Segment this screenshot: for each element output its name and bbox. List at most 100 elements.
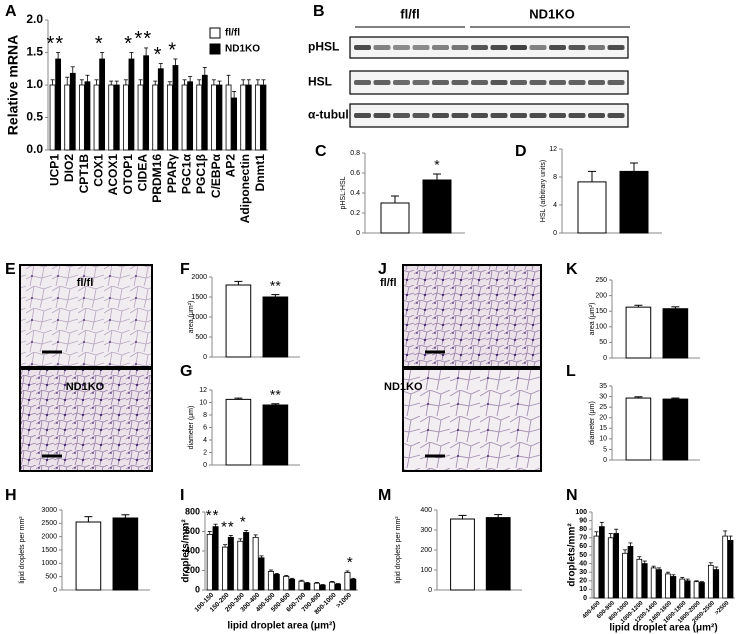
y-tick-label: 15 <box>599 425 607 432</box>
y-tick-label: 800 <box>185 506 200 516</box>
blot-band <box>471 80 488 85</box>
blot-band <box>568 45 586 50</box>
bar <box>254 84 261 151</box>
y-tick-label: 1.5 <box>26 45 43 59</box>
x-tick-label: UCP1 <box>48 154 62 186</box>
blot-band <box>588 113 605 118</box>
bar <box>93 84 100 151</box>
bar <box>662 398 689 461</box>
y-tick-label: 20 <box>579 578 587 585</box>
x-axis-label: lipid droplet area (μm²) <box>227 621 335 632</box>
y-tick-label: 0 <box>553 230 557 237</box>
bar <box>298 580 305 591</box>
bar <box>75 521 102 591</box>
bar <box>262 296 289 358</box>
y-tick-label: 1500 <box>41 547 57 554</box>
bar <box>258 557 265 591</box>
micrograph <box>19 264 153 368</box>
blot-band <box>510 113 527 118</box>
bar <box>222 546 229 591</box>
panel-letter: F <box>180 261 190 278</box>
bar <box>252 536 259 591</box>
micrograph-label: ND1KO <box>66 381 105 393</box>
blot-band <box>549 45 566 50</box>
bar <box>485 517 511 591</box>
y-tick-label: 10 <box>599 436 607 443</box>
blot-band <box>432 45 449 50</box>
y-tick-label: 0 <box>195 584 200 594</box>
bar <box>245 84 252 151</box>
x-tick-label: Dnmt1 <box>253 154 267 192</box>
x-tick-label: PPARγ <box>165 154 179 193</box>
bar <box>727 539 734 599</box>
bar <box>49 84 56 151</box>
blot-band <box>393 45 410 50</box>
bar <box>422 179 452 234</box>
bar <box>699 582 705 599</box>
bar <box>225 398 252 466</box>
bar <box>670 576 677 599</box>
bar <box>607 537 614 599</box>
y-tick-label: 2500 <box>41 520 57 527</box>
y-tick-label: 100 <box>575 509 587 516</box>
y-tick-label: 600 <box>185 526 200 536</box>
blot-band <box>490 113 508 118</box>
blot-band <box>510 80 527 85</box>
significance: * <box>154 44 163 66</box>
y-tick-label: 0 <box>603 457 607 464</box>
micrograph-label: ND1KO <box>384 381 423 393</box>
bar <box>650 567 657 599</box>
blot-band <box>607 45 625 50</box>
x-tick-label: C/EBPα <box>209 153 223 198</box>
y-tick-label: 0.2 <box>350 210 360 217</box>
y-tick-label: 8 <box>553 174 557 181</box>
bar <box>622 552 628 599</box>
panel-letter: C <box>315 143 327 160</box>
bar <box>84 81 91 151</box>
y-tick-label: 2.0 <box>26 12 43 26</box>
bar <box>108 84 115 151</box>
blot-band <box>588 45 605 50</box>
x-tick-label: AP2 <box>224 154 238 178</box>
panel-letter: E <box>5 261 16 278</box>
y-tick-label: 1500 <box>191 294 207 301</box>
significance: ** <box>47 33 65 55</box>
bar <box>260 84 267 151</box>
y-tick-label: 70 <box>579 535 587 542</box>
bar <box>243 532 250 591</box>
bar <box>380 202 410 234</box>
significance: ** <box>135 28 153 50</box>
bar <box>225 84 232 151</box>
y-axis-label: diameter (μm) <box>589 401 596 445</box>
y-tick-label: 0 <box>53 587 57 594</box>
y-tick-label: 0 <box>356 230 360 237</box>
blot-band <box>373 80 391 85</box>
y-tick-label: 5 <box>603 446 607 453</box>
y-tick-label: 0 <box>203 462 207 469</box>
significance: * <box>168 39 177 61</box>
x-tick-label: ACOX1 <box>106 154 120 196</box>
bar <box>693 581 700 599</box>
blot-band <box>393 80 410 85</box>
blot-band <box>373 45 391 50</box>
significance: ** <box>221 518 235 535</box>
blot-band <box>432 113 449 118</box>
bar <box>122 84 129 151</box>
bar <box>64 84 71 151</box>
y-tick-label: 1000 <box>41 560 57 567</box>
micrograph <box>402 264 542 368</box>
y-tick-label: 4 <box>553 202 557 209</box>
significance: ** <box>270 386 281 402</box>
bar <box>304 582 311 591</box>
blot-band <box>529 45 547 50</box>
bar <box>55 58 62 151</box>
y-tick-label: 12 <box>199 387 207 394</box>
panel-letter: H <box>5 487 17 504</box>
x-tick-label: COX1 <box>92 154 106 187</box>
y-tick-label: 2000 <box>41 534 57 541</box>
blot-row-label: α-tubulin <box>308 108 359 122</box>
bar <box>684 580 691 599</box>
blot-frame <box>349 103 629 128</box>
y-tick-label: 400 <box>420 507 432 514</box>
panel-letter: B <box>313 3 325 20</box>
